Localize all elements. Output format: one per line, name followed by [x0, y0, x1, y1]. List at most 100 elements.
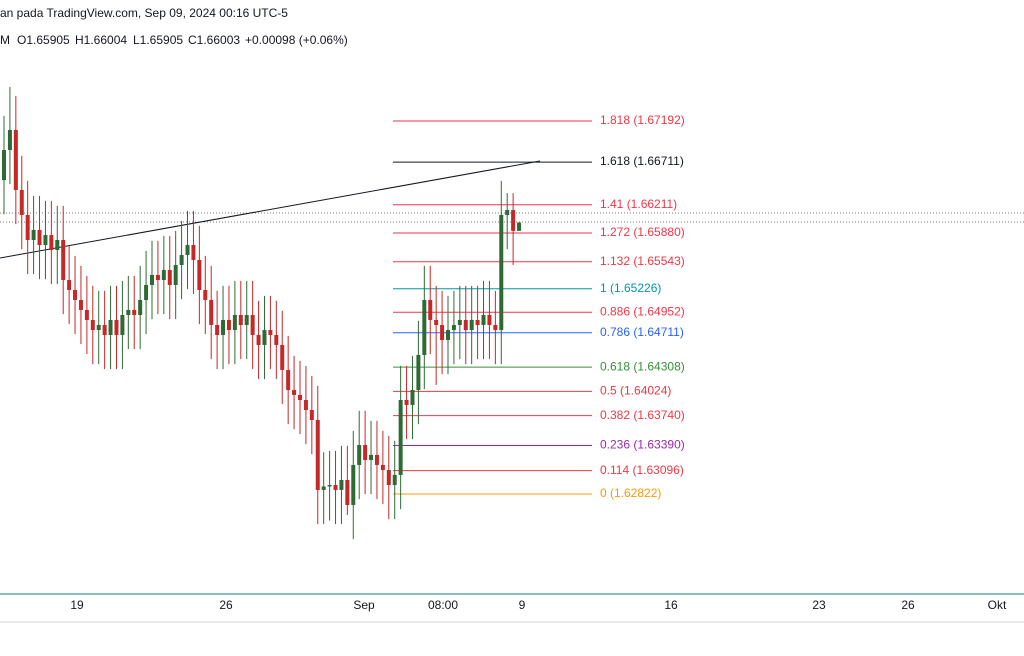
candle-body: [487, 315, 492, 325]
candle-body: [126, 309, 131, 316]
candle-body: [457, 319, 462, 325]
fib-label: 0.236 (1.63390): [600, 438, 685, 452]
candle-body: [150, 274, 154, 285]
candle-body: [161, 270, 166, 281]
candle-body: [493, 324, 498, 331]
candle-body: [238, 315, 243, 325]
fib-label: 0.886 (1.64952): [600, 304, 685, 318]
candle-body: [451, 324, 456, 331]
candle-body: [262, 330, 267, 345]
candle-body: [120, 315, 125, 335]
candle-body: [132, 309, 137, 316]
candle-body: [280, 344, 285, 370]
candle-body: [363, 444, 368, 461]
x-tick-label: 26: [219, 598, 233, 612]
candle-body: [226, 319, 231, 331]
candle-body: [374, 454, 379, 465]
candle-body: [392, 474, 397, 486]
candle-body: [90, 319, 95, 331]
ohlc-legend: C1.66003: [188, 33, 240, 47]
candle-body: [173, 264, 178, 285]
ohlc-legend: H1.66004: [75, 33, 127, 47]
candle-body: [114, 319, 119, 335]
fib-label: 0.5 (1.64024): [600, 384, 671, 398]
candle-body: [428, 299, 433, 320]
ohlc-legend: +0.00098 (+0.06%): [245, 33, 348, 47]
fib-label: 0.618 (1.64308): [600, 359, 685, 373]
fib-label: 0.114 (1.63096): [600, 463, 684, 477]
candle-body: [274, 334, 279, 345]
candle-body: [404, 400, 409, 405]
fib-label: 1.132 (1.65543): [600, 254, 685, 268]
candle-body: [2, 150, 6, 181]
candle-body: [351, 464, 356, 505]
candle-body: [268, 330, 273, 335]
fib-label: 1.818 (1.67192): [600, 113, 685, 127]
candle-body: [446, 330, 450, 341]
candle-body: [232, 315, 237, 331]
candle-body: [298, 394, 302, 401]
x-tick-label: 08:00: [428, 598, 458, 612]
ohlc-legend: O1.65905: [17, 33, 70, 47]
candle-body: [144, 284, 149, 300]
candle-body: [209, 299, 214, 325]
fib-label: 1.41 (1.66211): [600, 197, 677, 211]
candle-body: [84, 309, 89, 320]
candle-body: [191, 245, 196, 260]
x-tick-label: 16: [664, 598, 678, 612]
candle-body: [386, 469, 391, 486]
x-tick-label: 9: [519, 598, 526, 612]
candle-body: [398, 400, 403, 475]
candle-body: [43, 235, 48, 246]
candle-body: [78, 299, 83, 310]
candle-body: [96, 324, 101, 331]
candle-body: [13, 129, 18, 190]
candle-body: [321, 486, 326, 490]
candle-body: [499, 214, 504, 331]
candle-body: [179, 255, 184, 265]
candle-body: [286, 369, 291, 391]
trend-line: [0, 160, 541, 259]
candle-body: [309, 409, 314, 420]
candle-body: [333, 485, 338, 490]
candle-body: [221, 319, 226, 335]
candle-body: [203, 290, 208, 300]
candle-body: [511, 210, 516, 231]
candle-body: [369, 454, 374, 461]
candle-body: [31, 230, 36, 240]
fib-label: 0.786 (1.64711): [600, 325, 684, 339]
candle-body: [315, 419, 320, 490]
fib-label: 0.382 (1.63740): [600, 408, 685, 422]
candle-body: [244, 315, 249, 325]
candle-body: [7, 129, 12, 151]
candle-body: [102, 324, 107, 335]
candle-body: [357, 444, 362, 465]
fib-label: 0 (1.62822): [600, 486, 661, 500]
candle-body: [37, 230, 42, 246]
candle-body: [422, 299, 427, 355]
candle-body: [256, 334, 261, 345]
x-tick-label: 23: [812, 598, 826, 612]
candle-body: [138, 299, 143, 316]
candle-body: [475, 319, 480, 325]
candle-body: [410, 390, 415, 405]
candle-body: [25, 214, 30, 240]
fib-label: 1.272 (1.65880): [600, 225, 685, 239]
candle-body: [215, 324, 220, 335]
candle-body: [327, 485, 332, 487]
candle-body: [49, 235, 54, 250]
candle-body: [55, 239, 60, 250]
candle-body: [73, 290, 78, 300]
ohlc-legend: L1.65905: [133, 33, 183, 47]
candle-body: [345, 479, 350, 505]
fib-label: 1 (1.65226): [600, 281, 661, 295]
candle-body: [339, 479, 344, 490]
x-tick-label: Okt: [988, 598, 1007, 612]
candle-body: [155, 274, 160, 281]
candle-body: [469, 319, 474, 331]
x-tick-label: 19: [70, 598, 84, 612]
candle-body: [463, 319, 468, 331]
candle-body: [434, 319, 439, 325]
candle-body: [250, 315, 255, 335]
